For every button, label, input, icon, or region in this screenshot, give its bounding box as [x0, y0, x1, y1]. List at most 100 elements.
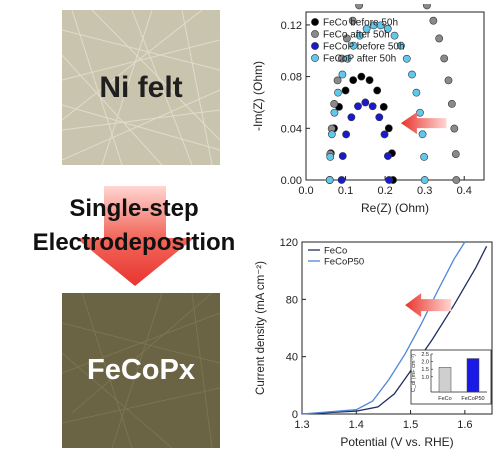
data-point [334, 88, 342, 97]
data-point [361, 98, 370, 107]
process-arrow [76, 186, 194, 286]
red-arrow [400, 112, 447, 135]
legend-marker [311, 18, 319, 26]
y-tick-label: 40 [286, 352, 298, 364]
data-point [338, 152, 347, 160]
fecopx-image: FeCoPx [62, 293, 220, 448]
data-point [355, 31, 364, 40]
x-tick-label: 0.3 [417, 185, 432, 197]
data-point [380, 130, 389, 139]
process-text: Single-step Electrodeposition [0, 192, 268, 260]
data-point [379, 102, 388, 111]
inset-y-tick-label: 1.0 [421, 375, 429, 381]
data-point [368, 102, 377, 111]
legend-label: FeCoP after 50h [323, 54, 396, 65]
ni-felt-label: Ni felt [99, 70, 183, 104]
data-point [451, 150, 460, 158]
x-tick-label: 0.1 [338, 185, 353, 197]
y-tick-label: 120 [280, 237, 298, 249]
y-tick-label: 0.12 [281, 20, 302, 32]
data-point [435, 34, 444, 43]
y-axis-label: Current density (mA cm⁻²) [255, 261, 267, 395]
inset-category-label: FeCoP50 [461, 396, 484, 402]
legend-marker [311, 42, 319, 50]
series-line-feco [301, 246, 488, 415]
data-point [429, 16, 438, 25]
data-point [333, 76, 342, 85]
data-point [375, 113, 384, 122]
legend-marker [311, 54, 319, 62]
inset-y-tick-label: 1.5 [421, 367, 429, 373]
data-point [325, 176, 334, 184]
nyquist-chart: 0.0 0.1 0.2 0.3 0.4 0.00 0.04 0.08 0.12 FeCo bef… [251, 4, 485, 215]
deposit-texture [62, 293, 220, 448]
data-point [349, 41, 358, 50]
data-point [376, 21, 385, 30]
x-tick-label: 1.3 [294, 419, 309, 431]
data-point [444, 76, 453, 85]
x-axis-label: Potential (V vs. RHE) [340, 435, 453, 449]
data-point [447, 99, 456, 108]
legend-label: FeCo after 50h [323, 30, 390, 41]
data-point [423, 4, 431, 10]
red-arrow [405, 293, 452, 318]
series-line-fecop50 [301, 241, 466, 415]
data-point [452, 176, 461, 184]
inset-bar [466, 358, 480, 393]
data-point [330, 99, 339, 108]
process-line-2: Electrodeposition [32, 229, 236, 256]
process-line-1: Single-step [69, 195, 199, 222]
data-point [326, 152, 335, 161]
legend-label: FeCo [324, 246, 347, 257]
x-axis-label: Re(Z) (Ohm) [361, 201, 429, 215]
data-point [343, 54, 352, 63]
data-point [390, 31, 399, 40]
data-point [337, 176, 346, 184]
x-tick-label: 1.6 [457, 419, 472, 431]
data-point [416, 108, 424, 117]
legend-marker [311, 30, 319, 38]
data-point [385, 176, 393, 184]
data-point [373, 86, 382, 95]
x-tick-label: 0.2 [377, 185, 392, 197]
inset-y-tick-label: 2.0 [421, 360, 429, 366]
legend-label: FeCo before 50h [323, 18, 398, 29]
data-point [357, 72, 366, 81]
plot-frame [301, 241, 493, 415]
data-point [397, 41, 405, 50]
data-point [349, 76, 358, 85]
x-tick-label: 1.4 [349, 419, 364, 431]
inset-y-label: C_dl (mF cm⁻²) [411, 354, 417, 392]
y-tick-label: 0.08 [281, 72, 302, 84]
data-point [408, 70, 416, 79]
y-tick-label: 80 [286, 294, 298, 306]
inset-y-tick-label: 2.5 [421, 352, 429, 358]
data-point [342, 34, 351, 43]
series-fecop-after-50h [325, 21, 429, 184]
data-point [327, 130, 336, 139]
legend-label: FeCoP50 [324, 257, 364, 268]
data-point [412, 88, 421, 97]
ni-felt-image: Ni felt [62, 10, 220, 165]
series-fecop-before-50h [337, 98, 393, 184]
data-point [450, 124, 459, 133]
data-point [330, 108, 339, 117]
legend-label: FeCoP before 50h [323, 42, 405, 53]
data-point [384, 124, 393, 133]
data-point [362, 24, 371, 33]
data-point [354, 102, 362, 111]
data-point [342, 130, 351, 139]
x-tick-label: 0.0 [298, 185, 313, 197]
y-tick-label: 0 [292, 409, 298, 421]
data-point [420, 152, 429, 161]
inset-category-label: FeCo [438, 396, 451, 402]
data-point [418, 130, 427, 139]
felt-texture [62, 10, 220, 165]
fecopx-label: FeCoPx [87, 354, 195, 386]
data-point [348, 16, 357, 25]
inset-bar [438, 367, 452, 393]
data-point [402, 54, 411, 63]
y-tick-label: 0.00 [281, 175, 302, 187]
data-point [365, 76, 374, 85]
